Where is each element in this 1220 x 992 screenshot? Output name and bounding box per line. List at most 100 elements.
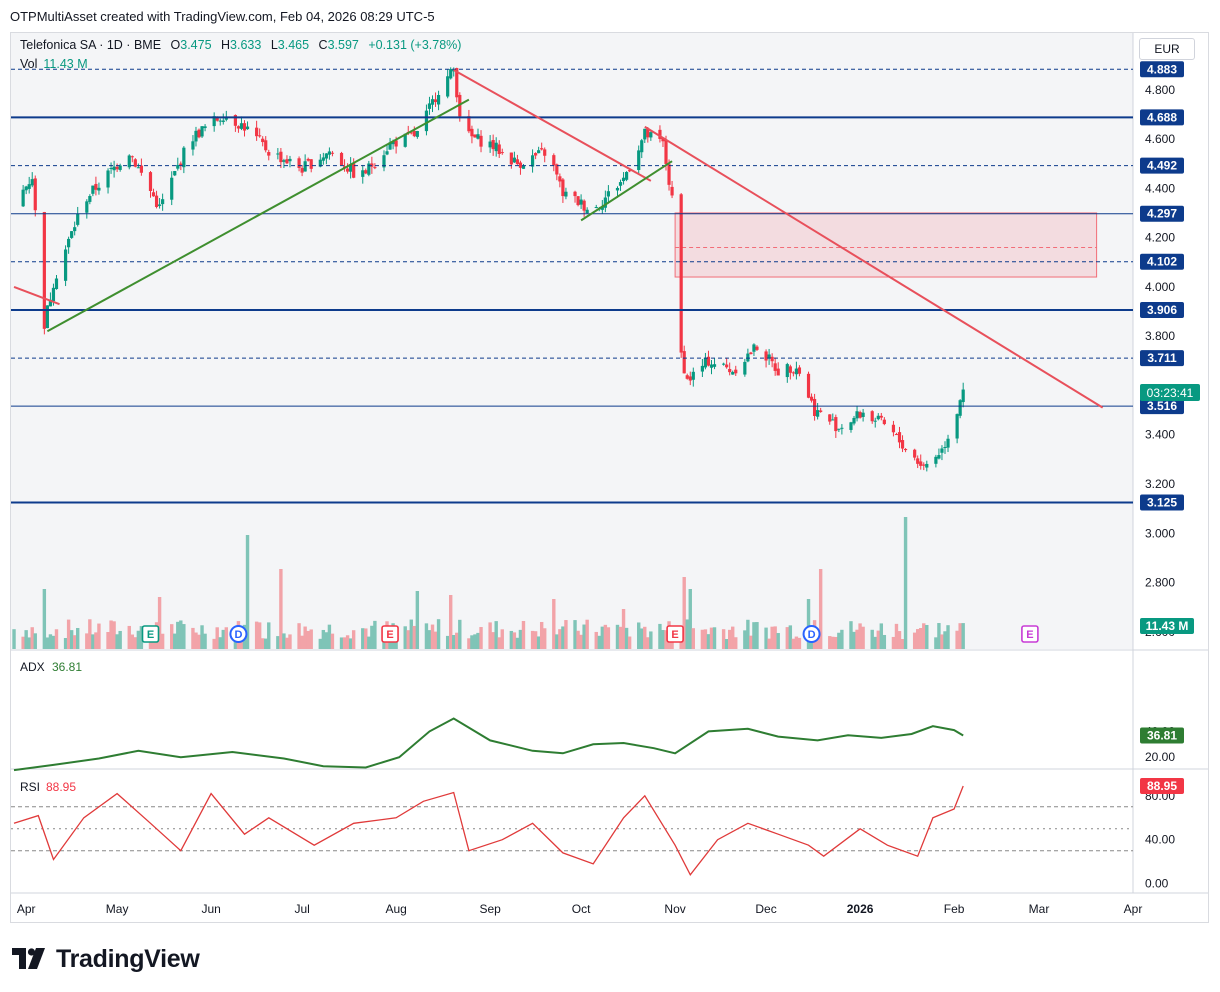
trendline-red[interactable] [13,285,60,306]
time-axis-tick-label: Sep [479,902,501,916]
volume-bar [136,630,141,649]
earnings-marker[interactable] [141,625,160,643]
candle-body [133,159,137,167]
candle-body [494,142,498,152]
volume-bar [285,637,289,649]
volume-bar [770,626,774,649]
candle-body [509,152,513,165]
event-marker-letter: E [386,629,393,641]
volume-bar [743,630,747,649]
time-axis-tick-label: Mar [1029,902,1050,916]
volume-bar [752,622,756,649]
candle-body [709,364,714,368]
volume-bar [63,637,68,649]
volume-bar [637,622,641,649]
volume-bar [91,634,95,649]
volume-bar [664,630,668,649]
volume-bar [160,633,165,649]
close-value: 3.597 [327,38,359,52]
candle-body [242,123,247,131]
candle-body [861,412,865,417]
countdown-tag [1140,384,1200,401]
volume-bar [685,619,689,649]
low-label: L [270,38,278,52]
candle-body [703,357,708,368]
adx-value-label: 36.81 [1147,729,1177,743]
candle-body [306,158,310,161]
candle-body [394,140,398,147]
candle-body [897,432,902,443]
volume-bar [88,619,92,649]
dividend-marker[interactable] [229,625,248,643]
candle-body [179,163,183,166]
volume-bar [946,625,950,649]
chart-attribution: OTPMultiAsset created with TradingView.c… [10,9,435,24]
earnings-marker[interactable] [666,625,684,643]
candle-body [97,187,101,191]
candle-body [221,120,225,122]
earnings-marker[interactable] [381,625,399,643]
trendline-green[interactable] [580,160,673,222]
candle-body [109,167,113,169]
volume-bar [48,634,53,649]
candle-body [364,170,368,174]
rsi-value-label: 88.95 [1147,779,1177,793]
volume-bar [518,629,523,649]
volume-bar [42,589,47,649]
event-marker-letter: D [234,629,242,641]
candle-body [961,389,965,403]
candle-body [882,419,886,425]
candle-body [837,428,841,430]
volume-bar [940,634,944,649]
volume-bar [700,629,705,649]
candle-body [561,179,565,197]
volume-bar [858,623,862,649]
candle-body [770,356,774,362]
candle-body [940,448,944,453]
candle-body [324,153,328,159]
candle-body [33,178,37,211]
volume-bar [794,636,799,649]
volume-bar [45,637,50,649]
candle-body [276,153,280,155]
candle-body [118,165,122,170]
currency-button[interactable]: EUR [1139,38,1195,60]
price-axis-tick-label: 3.800 [1145,329,1175,343]
volume-tag-label: 11.43 M [1146,619,1189,633]
candle-body [288,158,292,162]
earnings-marker[interactable] [1021,625,1039,643]
volume-bar [12,629,16,649]
candle-body [728,368,732,373]
trendline-red[interactable] [453,69,652,182]
candle-body [540,148,544,150]
candle-body [427,103,432,109]
volume-bar [157,597,162,649]
candle-body [649,132,653,138]
candle-body [564,191,568,197]
candle-body [488,141,492,148]
trendline-red[interactable] [644,125,1104,409]
volume-bar [300,635,304,649]
volume-bar [603,624,608,649]
dividend-marker[interactable] [802,625,821,643]
trendline-green[interactable] [46,98,470,333]
price-level-tag [1140,350,1184,367]
adx-legend-value: 36.81 [52,660,82,674]
tradingview-logo[interactable]: TradingView [12,944,200,974]
symbol-name[interactable]: Telefonica SA · 1D · BME [20,38,162,52]
candle-body [646,128,650,138]
candle-body [218,120,222,122]
volume-bar [221,629,225,649]
candle-body [809,396,814,401]
volume-bar [573,620,577,649]
volume-bar [615,624,620,649]
volume-bar [176,621,180,649]
time-axis-tick-label: Apr [17,902,36,916]
volume-tag [1140,618,1194,634]
volume-bar [260,638,265,649]
volume-bar [452,634,456,649]
candle-body [415,131,419,137]
volume-bar [682,577,686,649]
resistance-zone[interactable] [674,212,1098,278]
